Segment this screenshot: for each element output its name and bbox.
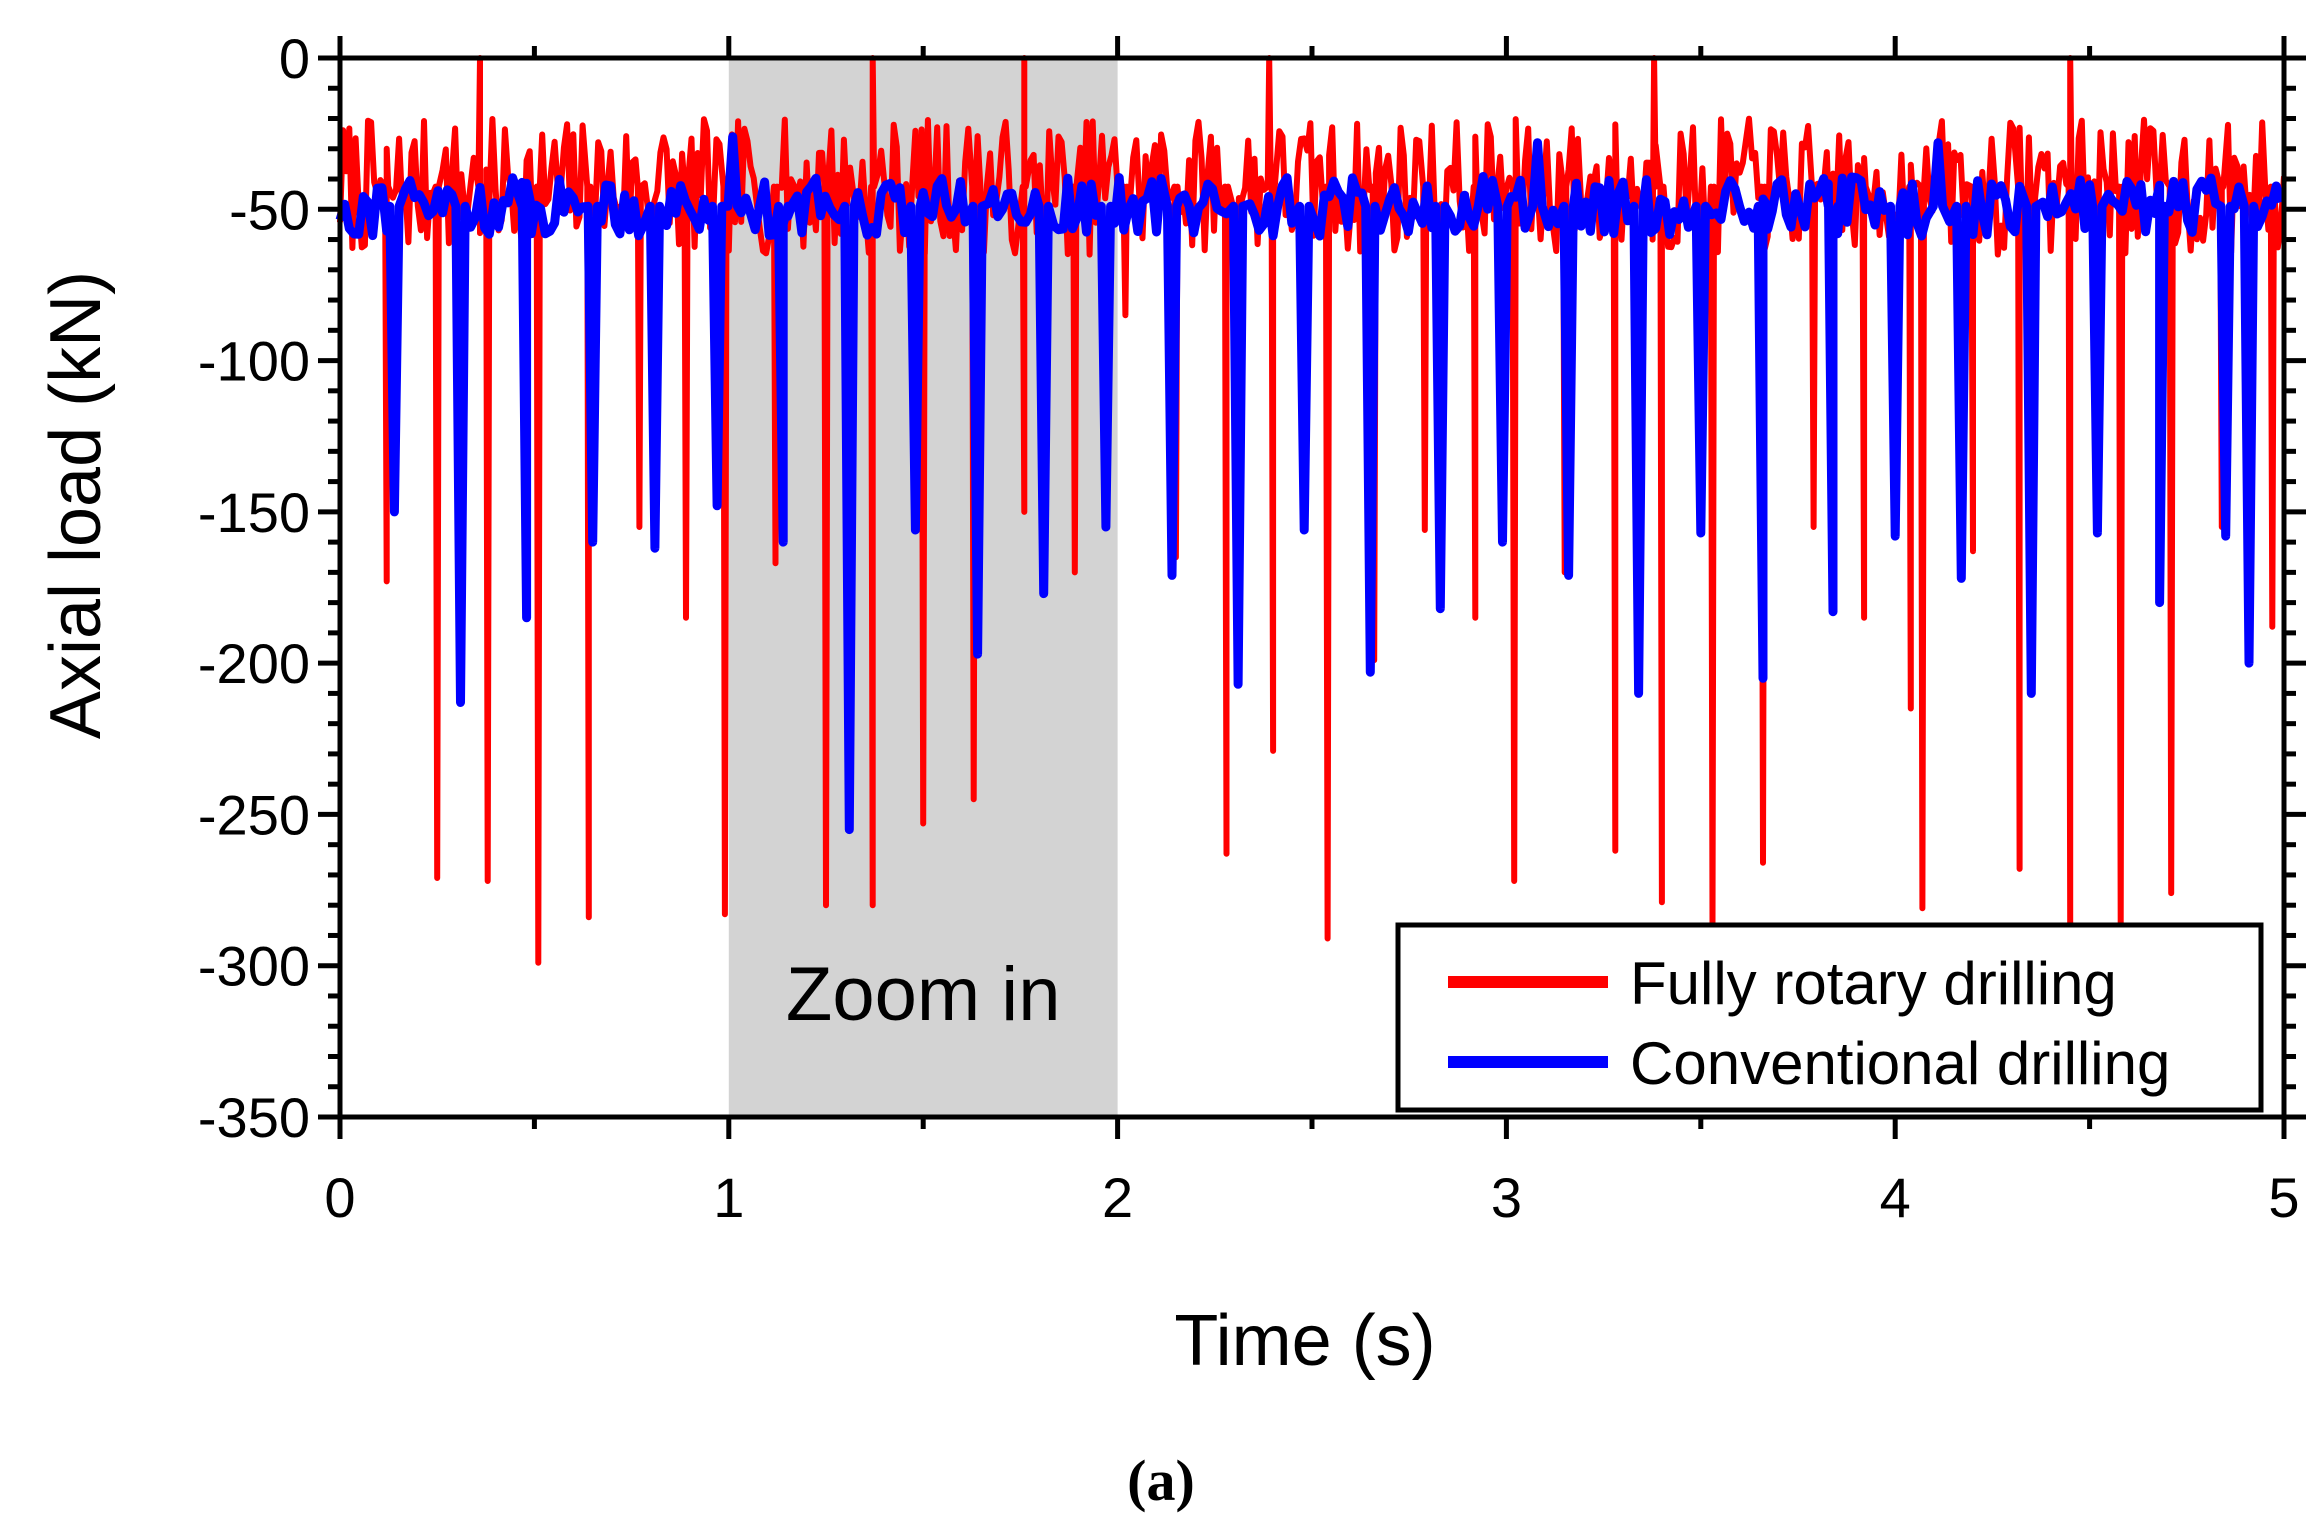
figure-caption: (a) <box>1127 1448 1195 1513</box>
y-tick-label: 0 <box>279 27 310 90</box>
x-tick-label: 5 <box>2268 1166 2299 1229</box>
x-tick-label: 1 <box>713 1166 744 1229</box>
y-axis-label: Axial load (kN) <box>36 271 116 739</box>
y-tick-label: -300 <box>198 935 310 998</box>
x-tick-label: 0 <box>324 1166 355 1229</box>
series-line-2 <box>335 132 2286 835</box>
legend-box <box>1395 922 2264 1113</box>
y-tick-label: -150 <box>198 481 310 544</box>
x-tick-label: 2 <box>1102 1166 1133 1229</box>
y-tick-label: -100 <box>198 330 310 393</box>
legend-label-1: Fully rotary drilling <box>1630 950 2117 1017</box>
y-tick-label: -350 <box>198 1086 310 1149</box>
highlight-label: Zoom in <box>786 952 1061 1037</box>
legend-label-2: Conventional drilling <box>1630 1030 2170 1097</box>
x-tick-label: 4 <box>1880 1166 1911 1229</box>
legend: Fully rotary drilling Conventional drilli… <box>1395 922 2264 1113</box>
y-tick-label: -250 <box>198 783 310 846</box>
y-tick-label: -50 <box>229 178 310 241</box>
y-tick-label: -200 <box>198 632 310 695</box>
axis-ticks: 0 1 2 3 4 5 0 -50 -100 -150 -200 -250 -300 -350 <box>198 27 2306 1229</box>
plot-series <box>335 55 2287 966</box>
x-tick-label: 3 <box>1491 1166 1522 1229</box>
x-axis-label: Time (s) <box>1174 1301 1435 1381</box>
